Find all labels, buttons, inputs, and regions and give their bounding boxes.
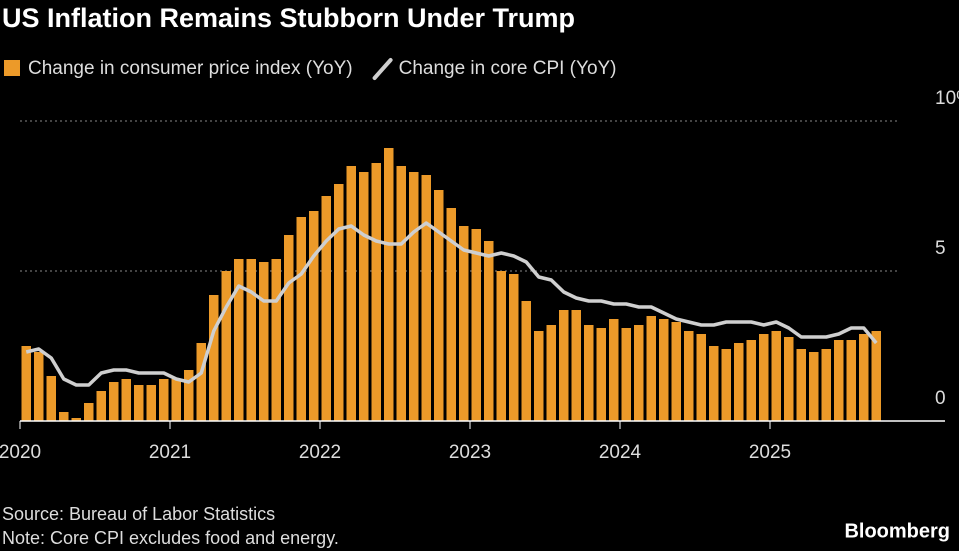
bar	[596, 328, 606, 421]
bar	[109, 382, 119, 421]
source: Source: Bureau of Labor Statistics	[2, 504, 275, 524]
bar	[421, 175, 431, 421]
bar	[646, 316, 656, 421]
bar	[471, 229, 481, 421]
bar	[571, 310, 581, 421]
bar	[146, 385, 156, 421]
bar	[559, 310, 569, 421]
bar	[71, 418, 81, 421]
bar	[609, 319, 619, 421]
bar	[534, 331, 544, 421]
y-tick-label: 0	[935, 388, 946, 409]
legend-swatch	[372, 58, 393, 80]
bar	[809, 352, 819, 421]
bar	[359, 172, 369, 421]
bar	[446, 208, 456, 421]
bar	[846, 340, 856, 421]
bar	[746, 340, 756, 421]
bar	[621, 328, 631, 421]
bar	[59, 412, 69, 421]
bar	[409, 172, 419, 421]
bar	[484, 241, 494, 421]
x-tick-label: 2020	[0, 442, 41, 463]
bar	[234, 259, 244, 421]
bar	[659, 319, 669, 421]
bar	[546, 325, 556, 421]
chart-title: US Inflation Remains Stubborn Under Trum…	[2, 3, 575, 33]
bar	[859, 334, 869, 421]
bar	[346, 166, 356, 421]
bar	[709, 346, 719, 421]
legend-label: Change in consumer price index (YoY)	[28, 58, 353, 79]
bar	[171, 379, 181, 421]
y-tick-label: 5	[935, 238, 946, 259]
bar	[459, 226, 469, 421]
bar	[271, 259, 281, 421]
bar	[721, 349, 731, 421]
bar	[834, 340, 844, 421]
bar	[734, 343, 744, 421]
line	[25, 221, 878, 387]
bar	[509, 274, 519, 421]
bar	[384, 148, 394, 421]
x-tick-label: 2021	[149, 442, 191, 463]
bar	[46, 376, 56, 421]
bar	[121, 379, 131, 421]
bar	[371, 163, 381, 421]
bar	[584, 325, 594, 421]
bar	[871, 331, 881, 421]
x-tick-label: 2022	[299, 442, 341, 463]
x-tick-label: 2024	[599, 442, 642, 463]
y-tick-label: 10%	[935, 88, 959, 109]
bar	[221, 271, 231, 421]
x-tick-label: 2023	[449, 442, 491, 463]
bar	[259, 262, 269, 421]
legend-label: Change in core CPI (YoY)	[399, 58, 617, 79]
bar	[334, 184, 344, 421]
bar	[671, 322, 681, 421]
x-tick-label: 2025	[749, 442, 791, 463]
bar	[796, 349, 806, 421]
bar	[771, 331, 781, 421]
brand: Bloomberg	[844, 520, 950, 542]
bar	[209, 295, 219, 421]
bar	[321, 196, 331, 421]
bar	[134, 385, 144, 421]
bar	[159, 379, 169, 421]
bar	[759, 334, 769, 421]
note: Note: Core CPI excludes food and energy.	[2, 528, 339, 548]
bar	[634, 325, 644, 421]
bar	[96, 391, 106, 421]
bar	[84, 403, 94, 421]
bar	[521, 301, 531, 421]
bar	[434, 190, 444, 421]
bar	[396, 166, 406, 421]
bar	[246, 259, 256, 421]
bar	[296, 217, 306, 421]
bar	[21, 346, 31, 421]
legend-swatch	[4, 60, 20, 76]
bar	[696, 334, 706, 421]
bar	[34, 352, 44, 421]
bar	[684, 331, 694, 421]
bar	[496, 271, 506, 421]
bar	[821, 349, 831, 421]
bar	[784, 337, 794, 421]
bar	[284, 235, 294, 421]
bar	[184, 370, 194, 421]
bar	[309, 211, 319, 421]
bar	[196, 343, 206, 421]
